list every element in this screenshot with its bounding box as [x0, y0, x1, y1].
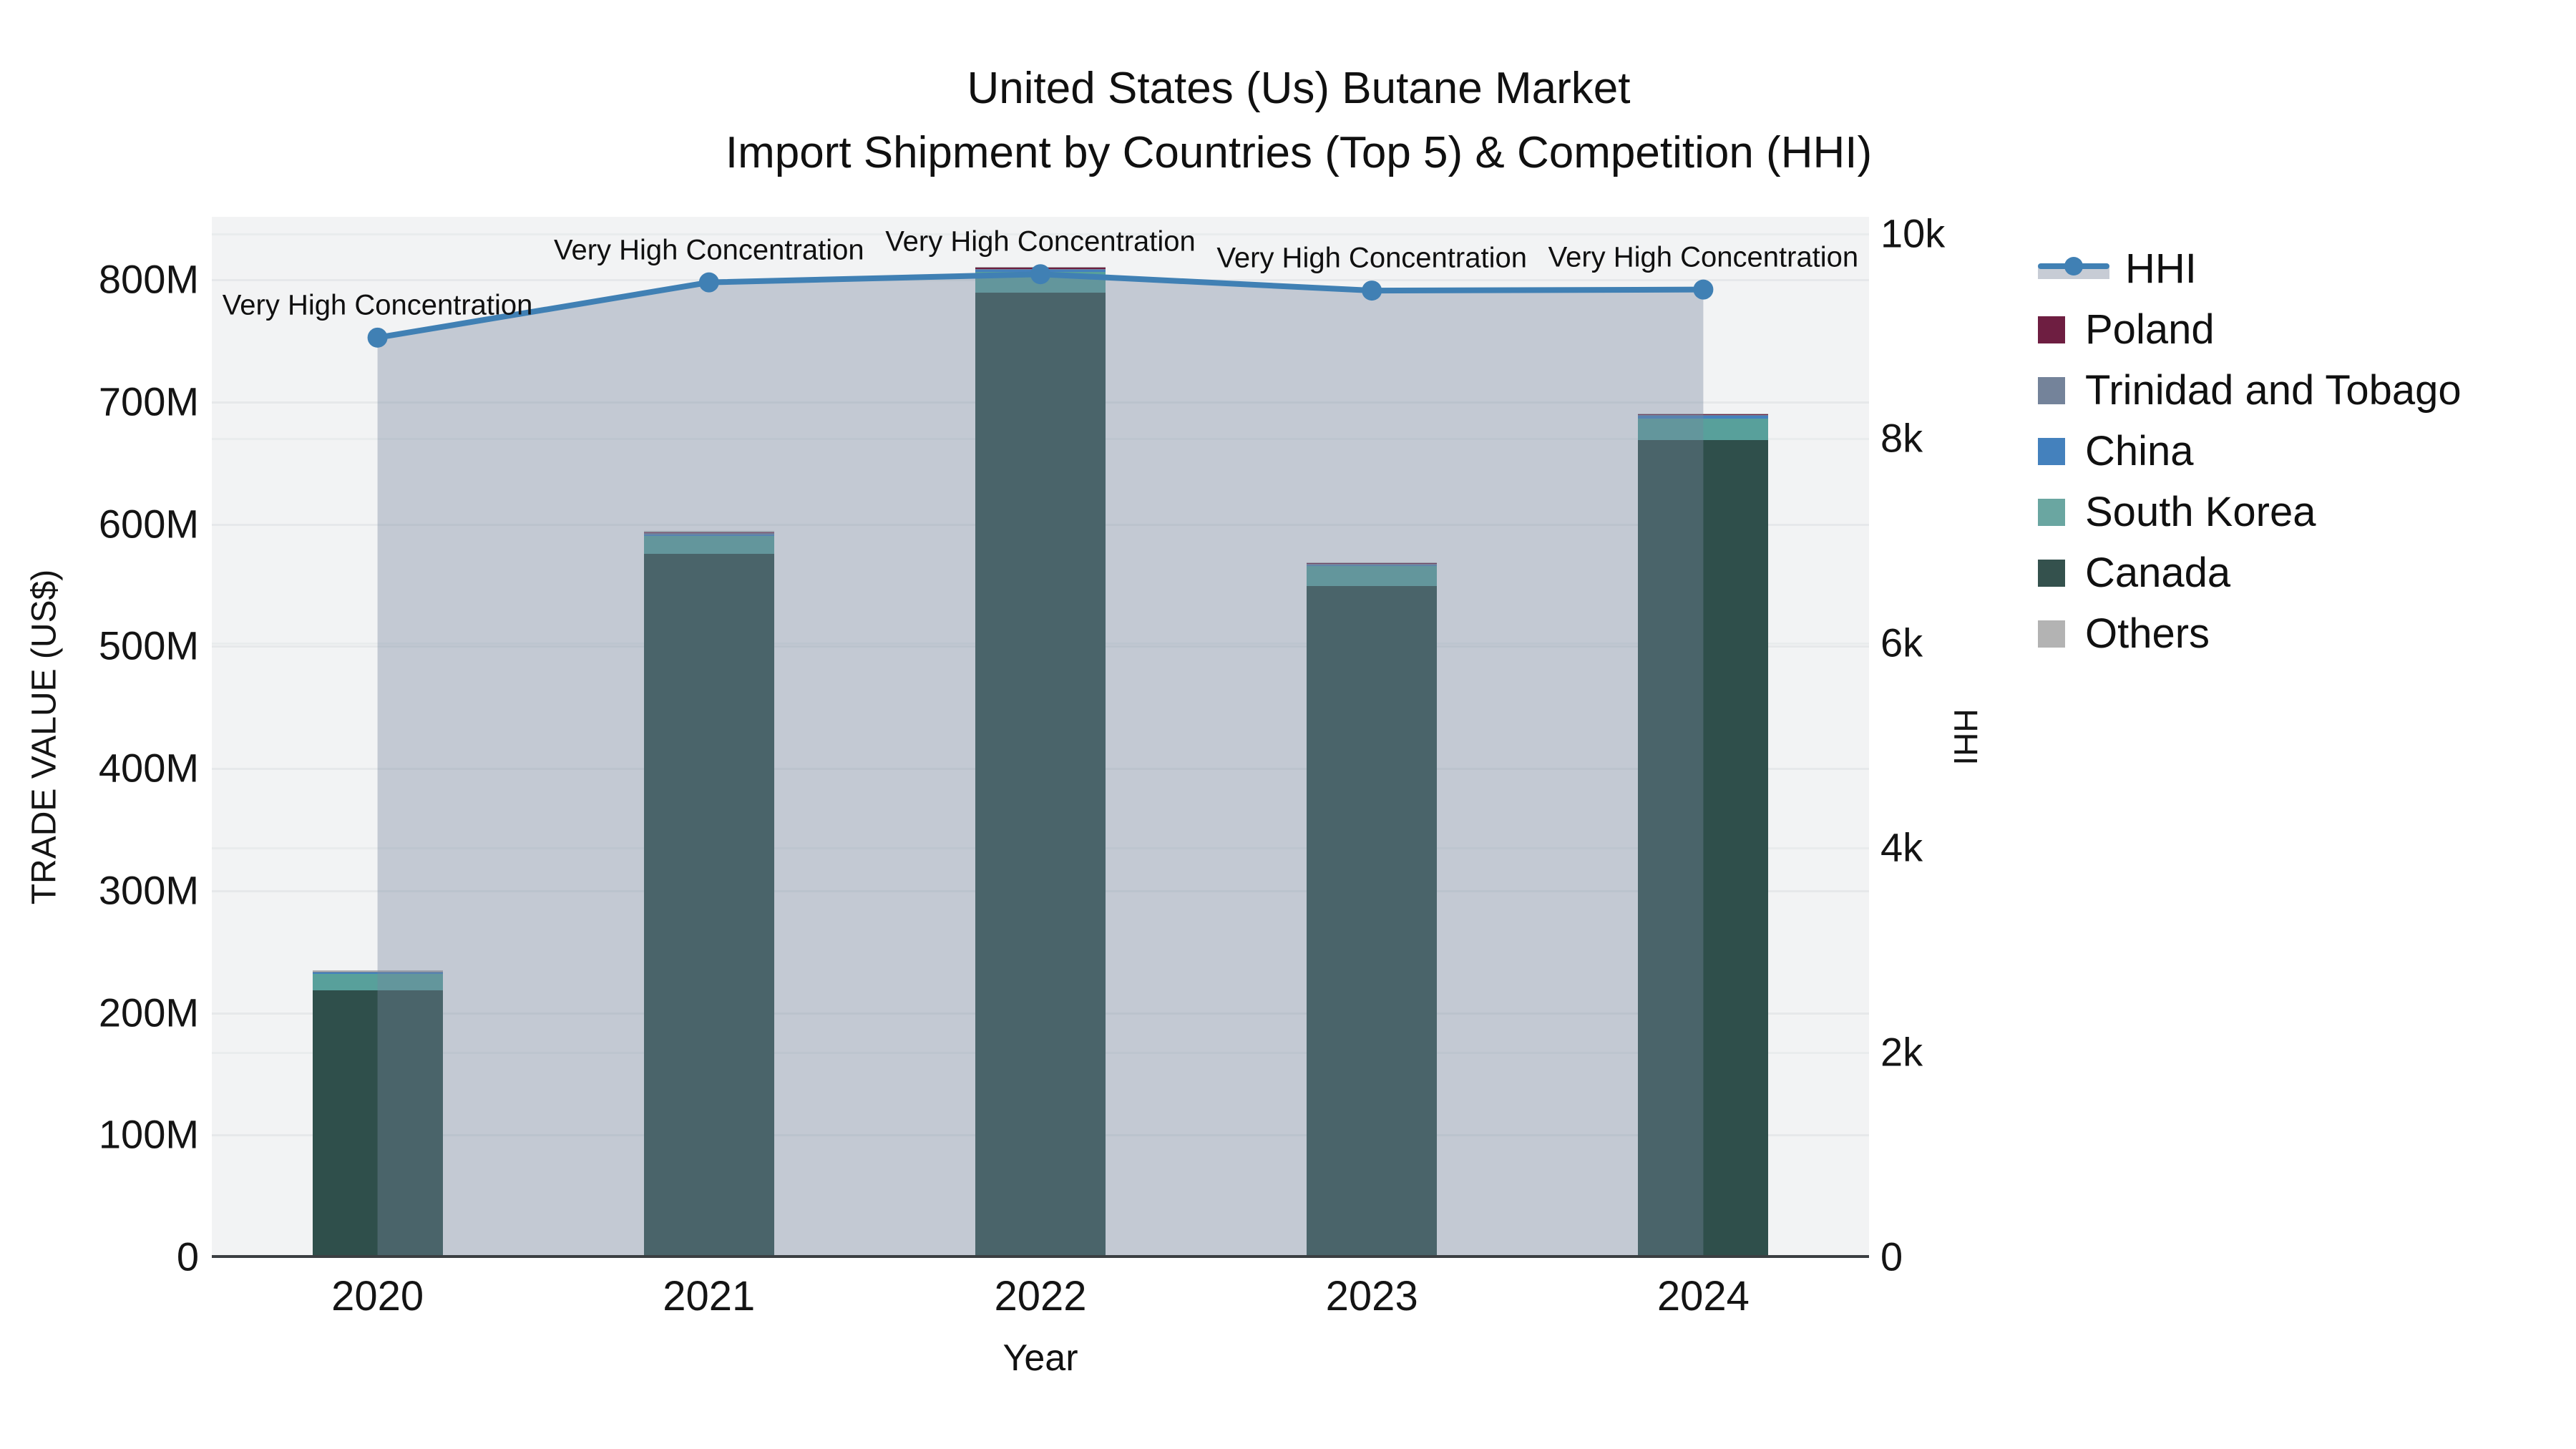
x-tick-label-2024: 2024: [1657, 1273, 1750, 1319]
legend-label: China: [2085, 428, 2194, 474]
legend-swatch-hhi: [2038, 253, 2109, 285]
annotation-very-high-concentration-2022: Very High Concentration: [885, 225, 1196, 258]
bar-segment-canada-2023[interactable]: [1307, 585, 1438, 1257]
bar-segment-poland-2021[interactable]: [643, 531, 774, 534]
y-right-tick-label: 10k: [1880, 210, 1946, 256]
y-right-tick-label: 0: [1880, 1234, 1903, 1279]
hhi-line-layer: [367, 264, 1714, 1257]
plot-area[interactable]: [212, 217, 1869, 1257]
bar-segment-trinidad-and-tobago-2023[interactable]: [1307, 563, 1438, 565]
bar-segment-trinidad-and-tobago-2021[interactable]: [643, 533, 774, 535]
hhi-marker-2022[interactable]: [1030, 264, 1050, 285]
y-left-tick-label: 0: [176, 1234, 199, 1279]
y-left-axis-title: TRADE VALUE (US$): [25, 569, 64, 904]
bar-segment-china-2020[interactable]: [312, 972, 443, 974]
legend-label: HHI: [2125, 245, 2197, 292]
legend-swatch-trinidad-and-tobago: [2038, 376, 2065, 404]
x-tick-label-2021: 2021: [663, 1273, 756, 1319]
bar-segment-others-2020[interactable]: [312, 970, 443, 972]
x-axis-line: [212, 1255, 1869, 1258]
bar-segment-canada-2021[interactable]: [643, 554, 774, 1257]
legend-swatch-poland: [2038, 316, 2065, 343]
hhi-marker-2024[interactable]: [1693, 279, 1714, 300]
legend-item-south-korea[interactable]: South Korea: [2038, 482, 2462, 542]
bar-segment-china-2023[interactable]: [1307, 565, 1438, 567]
legend-item-others[interactable]: Others: [2038, 603, 2462, 664]
x-axis-title: Year: [1002, 1337, 1078, 1379]
legend-item-trinidad-and-tobago[interactable]: Trinidad and Tobago: [2038, 360, 2462, 421]
x-tick-label-2020: 2020: [331, 1273, 424, 1319]
legend-label: South Korea: [2085, 489, 2316, 535]
y-left-tick-label: 200M: [98, 990, 199, 1035]
legend-swatch-canada: [2038, 559, 2065, 587]
legend-item-poland[interactable]: Poland: [2038, 299, 2462, 360]
legend-item-hhi[interactable]: HHI: [2038, 238, 2462, 299]
hhi-area-fill: [377, 274, 1704, 1257]
y-right-tick-label: 4k: [1880, 824, 1923, 870]
bar-segment-china-2021[interactable]: [643, 534, 774, 536]
bar-segment-canada-2022[interactable]: [975, 292, 1106, 1257]
legend-label: Others: [2085, 610, 2210, 657]
bar-segment-others-2024[interactable]: [1638, 413, 1769, 415]
annotation-very-high-concentration-2020: Very High Concentration: [222, 289, 533, 321]
legend-item-canada[interactable]: Canada: [2038, 542, 2462, 603]
y-right-tick-label: 6k: [1880, 620, 1923, 665]
x-tick-label-2022: 2022: [994, 1273, 1087, 1319]
legend-label: Canada: [2085, 550, 2231, 596]
y-right-tick-label: 2k: [1880, 1029, 1923, 1075]
y-right-tick-label: 8k: [1880, 415, 1923, 461]
legend-swatch-china: [2038, 437, 2065, 465]
bar-segment-others-2021[interactable]: [643, 531, 774, 532]
y-left-tick-label: 800M: [98, 256, 199, 302]
chart-subtitle: Import Shipment by Countries (Top 5) & C…: [725, 128, 1873, 177]
legend-swatch-marker: [2064, 256, 2083, 275]
hhi-marker-2020[interactable]: [367, 327, 388, 348]
hhi-marker-2021[interactable]: [698, 272, 719, 293]
legend-swatch-south-korea: [2038, 498, 2065, 526]
y-left-tick-label: 400M: [98, 745, 199, 791]
gridline-right-10k: [212, 233, 1869, 235]
y-left-tick-label: 700M: [98, 379, 199, 424]
hhi-marker-2023[interactable]: [1362, 280, 1382, 301]
y-left-tick-label: 300M: [98, 867, 199, 913]
bar-segment-china-2024[interactable]: [1638, 415, 1769, 419]
legend: HHI Poland Trinidad and Tobago China South K…: [2038, 238, 2462, 664]
bar-segment-south-korea-2023[interactable]: [1307, 566, 1438, 586]
annotation-very-high-concentration-2024: Very High Concentration: [1548, 241, 1859, 273]
legend-item-china[interactable]: China: [2038, 421, 2462, 482]
chart-title: United States (Us) Butane Market: [967, 64, 1631, 113]
y-left-tick-label: 500M: [98, 623, 199, 668]
y-left-tick-label: 600M: [98, 501, 199, 546]
bar-segment-south-korea-2020[interactable]: [312, 973, 443, 990]
legend-swatch-others: [2038, 620, 2065, 648]
bar-segment-south-korea-2024[interactable]: [1638, 418, 1769, 441]
bar-segment-canada-2020[interactable]: [312, 990, 443, 1257]
annotation-very-high-concentration-2021: Very High Concentration: [554, 234, 864, 266]
bar-segment-others-2023[interactable]: [1307, 562, 1438, 564]
legend-label: Poland: [2085, 306, 2215, 353]
bar-segment-south-korea-2021[interactable]: [643, 535, 774, 555]
y-right-axis-title: HHI: [1947, 708, 1984, 766]
bar-segment-canada-2024[interactable]: [1638, 440, 1769, 1257]
annotation-very-high-concentration-2023: Very High Concentration: [1216, 242, 1527, 274]
y-left-tick-label: 100M: [98, 1111, 199, 1157]
legend-label: Trinidad and Tobago: [2085, 367, 2462, 414]
x-tick-label-2023: 2023: [1325, 1273, 1418, 1319]
